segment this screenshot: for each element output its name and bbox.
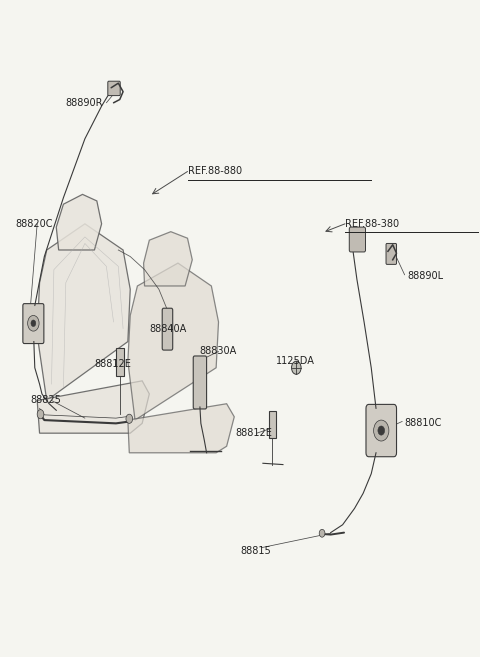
Text: REF.88-880: REF.88-880 bbox=[188, 166, 241, 177]
FancyBboxPatch shape bbox=[23, 304, 44, 344]
Text: 88812E: 88812E bbox=[95, 359, 132, 369]
Bar bbox=[269, 411, 276, 438]
Circle shape bbox=[373, 420, 389, 441]
FancyBboxPatch shape bbox=[193, 356, 206, 409]
Text: 88820C: 88820C bbox=[16, 219, 53, 229]
Polygon shape bbox=[128, 404, 234, 453]
Circle shape bbox=[31, 320, 36, 327]
Circle shape bbox=[28, 315, 39, 331]
Circle shape bbox=[291, 361, 301, 374]
FancyBboxPatch shape bbox=[162, 308, 173, 350]
FancyBboxPatch shape bbox=[386, 244, 396, 264]
Text: 88810C: 88810C bbox=[405, 419, 442, 428]
Text: 88812E: 88812E bbox=[235, 428, 272, 438]
Text: 88890R: 88890R bbox=[66, 98, 103, 108]
Text: 88890L: 88890L bbox=[407, 271, 443, 281]
Text: 88825: 88825 bbox=[30, 396, 61, 405]
Text: 1125DA: 1125DA bbox=[276, 356, 315, 366]
Bar bbox=[116, 348, 123, 376]
Circle shape bbox=[126, 414, 132, 423]
Text: 88830A: 88830A bbox=[199, 346, 237, 356]
Circle shape bbox=[378, 426, 384, 435]
Polygon shape bbox=[37, 224, 130, 401]
Circle shape bbox=[319, 530, 325, 537]
Polygon shape bbox=[128, 263, 218, 420]
Circle shape bbox=[37, 409, 44, 419]
Text: 88815: 88815 bbox=[240, 546, 271, 556]
Text: 88840A: 88840A bbox=[149, 323, 187, 334]
Polygon shape bbox=[144, 232, 192, 286]
Text: REF.88-380: REF.88-380 bbox=[345, 219, 399, 229]
Polygon shape bbox=[56, 194, 102, 250]
FancyBboxPatch shape bbox=[349, 227, 365, 252]
Polygon shape bbox=[37, 381, 149, 433]
FancyBboxPatch shape bbox=[108, 81, 120, 96]
FancyBboxPatch shape bbox=[366, 405, 396, 457]
